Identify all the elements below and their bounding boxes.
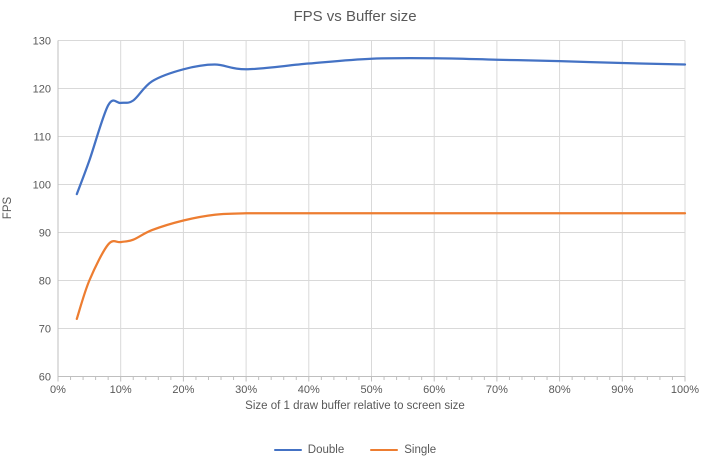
y-tick-label: 60 [39, 372, 51, 384]
y-tick-label: 70 [39, 324, 51, 336]
x-tick-label: 100% [671, 384, 699, 396]
legend: Double Single [0, 444, 710, 456]
x-tick-label: 40% [298, 384, 320, 396]
double-series-label: Double [307, 444, 345, 456]
single-series-label: Single [404, 444, 437, 456]
y-tick-label: 110 [33, 132, 51, 144]
y-tick-labels: 60 70 80 90 100 110 120 130 [33, 36, 51, 384]
gridlines [58, 40, 686, 377]
double-series-swatch [273, 448, 302, 452]
y-tick-label: 120 [33, 84, 51, 96]
single-series-swatch [370, 448, 399, 452]
y-axis-title: FPS [2, 196, 14, 220]
x-tick-label: 0% [50, 384, 66, 396]
x-tick-labels: 0% 10% 20% 30% 40% 50% 60% 70% 80% 90% 100% [50, 384, 699, 396]
y-tick-label: 80 [39, 276, 51, 288]
series-line-single[interactable] [75, 212, 687, 321]
series-line-double[interactable] [75, 56, 687, 196]
chart-title: FPS vs Buffer size [293, 8, 417, 25]
x-axis-title: Size of 1 draw buffer relative to screen… [245, 400, 465, 412]
x-tick-label: 70% [486, 384, 508, 396]
x-tick-label: 60% [423, 384, 445, 396]
x-tick-label: 90% [611, 384, 633, 396]
x-tick-label: 80% [549, 384, 571, 396]
x-tick-label: 20% [172, 384, 194, 396]
series-lines [75, 56, 687, 321]
axis-ticks [57, 376, 686, 382]
legend-item-single[interactable]: Single [370, 444, 436, 456]
y-tick-label: 130 [33, 36, 51, 48]
x-tick-label: 50% [360, 384, 382, 396]
x-tick-label: 30% [235, 384, 257, 396]
y-tick-label: 90 [39, 228, 51, 240]
legend-item-double[interactable]: Double [273, 444, 345, 456]
y-tick-label: 100 [33, 180, 51, 192]
x-tick-label: 10% [110, 384, 132, 396]
